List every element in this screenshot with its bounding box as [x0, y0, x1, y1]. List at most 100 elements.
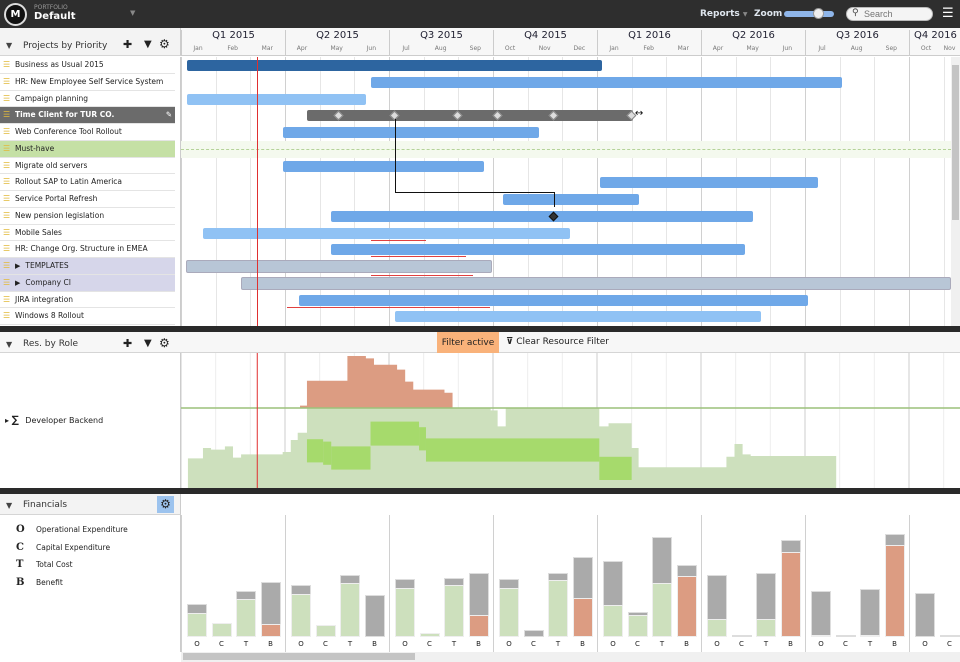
- chevron-down-icon[interactable]: ▼: [130, 9, 136, 17]
- bar-total[interactable]: [364, 595, 385, 637]
- project-row[interactable]: ☰ New pension legislation: [0, 207, 175, 225]
- gantt-bar[interactable]: [394, 311, 762, 323]
- bar-actual[interactable]: [756, 619, 776, 637]
- project-row[interactable]: ☰ ▶ TEMPLATES: [0, 258, 175, 275]
- bar-actual[interactable]: [236, 599, 256, 637]
- project-row[interactable]: ☰ Must-have: [0, 140, 175, 158]
- logo-icon[interactable]: M: [4, 3, 27, 26]
- bar-total[interactable]: [939, 635, 960, 637]
- drag-handle-icon[interactable]: ☰: [3, 244, 11, 254]
- collapse-icon[interactable]: ▼: [6, 41, 13, 50]
- project-row[interactable]: ☰ Migrate old servers: [0, 157, 175, 175]
- project-row[interactable]: ☰ HR: New Employee Self Service System: [0, 73, 175, 91]
- expand-icon[interactable]: ▸: [5, 416, 10, 425]
- drag-handle-icon[interactable]: ☰: [3, 210, 11, 220]
- drag-handle-icon[interactable]: ☰: [3, 110, 11, 120]
- resize-arrow-icon[interactable]: ↔: [634, 108, 644, 120]
- bar-total[interactable]: [860, 589, 880, 637]
- project-row[interactable]: ☰ Windows 8 Rollout: [0, 308, 175, 325]
- gantt-bar[interactable]: [370, 76, 842, 88]
- gantt-bar[interactable]: [282, 160, 484, 172]
- bar-actual[interactable]: [572, 598, 593, 637]
- bar-actual[interactable]: [548, 580, 568, 637]
- drag-handle-icon[interactable]: ☰: [3, 277, 11, 287]
- drag-handle-icon[interactable]: ☰: [3, 194, 11, 203]
- reports-menu[interactable]: Reports ▼: [700, 9, 748, 19]
- gantt-scrollbar[interactable]: [951, 57, 960, 326]
- gantt-bar[interactable]: [186, 60, 602, 71]
- project-row[interactable]: ☰ Rollout SAP to Latin America: [0, 174, 175, 191]
- drag-handle-icon[interactable]: ☰: [3, 311, 11, 321]
- bar-actual[interactable]: [395, 588, 415, 637]
- portfolio-selector[interactable]: Default: [34, 11, 76, 22]
- search-input[interactable]: [846, 7, 933, 21]
- drag-handle-icon[interactable]: ☰: [3, 93, 11, 103]
- gear-icon[interactable]: ⚙: [157, 496, 174, 513]
- gantt-bar[interactable]: [331, 244, 745, 256]
- collapse-icon[interactable]: ▼: [6, 340, 13, 349]
- gantt-bar[interactable]: [306, 110, 633, 122]
- gantt-bar[interactable]: [185, 260, 492, 273]
- bar-actual[interactable]: [260, 624, 281, 637]
- bar-actual[interactable]: [315, 625, 336, 637]
- horizontal-scrollbar[interactable]: [181, 652, 960, 662]
- bar-total[interactable]: [915, 593, 935, 637]
- project-row[interactable]: ☰ HR: Change Org. Structure in EMEA: [0, 241, 175, 258]
- drag-handle-icon[interactable]: ☰: [3, 76, 11, 86]
- panel-splitter[interactable]: [0, 326, 960, 332]
- project-row[interactable]: ☰ Mobile Sales: [0, 224, 175, 242]
- project-row[interactable]: ☰ Service Portal Refresh: [0, 191, 175, 208]
- bar-actual[interactable]: [419, 633, 440, 637]
- project-row[interactable]: ☰ ▶ Company CI: [0, 274, 175, 292]
- drag-handle-icon[interactable]: ☰: [3, 127, 11, 136]
- project-row[interactable]: ☰ Business as Usual 2015: [0, 57, 175, 74]
- gantt-bar[interactable]: [282, 127, 540, 138]
- project-row[interactable]: ☰ Web Conference Tool Rollout: [0, 124, 175, 141]
- bar-actual[interactable]: [187, 613, 207, 637]
- gantt-bar[interactable]: [241, 276, 951, 290]
- bar-actual[interactable]: [884, 545, 905, 637]
- collapse-icon[interactable]: ▼: [6, 501, 13, 510]
- bar-actual[interactable]: [780, 552, 801, 637]
- zoom-slider-handle[interactable]: [813, 8, 824, 19]
- expand-icon[interactable]: ▶: [15, 262, 21, 270]
- drag-handle-icon[interactable]: ☰: [3, 160, 11, 170]
- drag-handle-icon[interactable]: ☰: [3, 294, 11, 304]
- bar-actual[interactable]: [211, 623, 232, 637]
- filter-icon[interactable]: ▼: [144, 39, 152, 50]
- panel-splitter[interactable]: [0, 488, 960, 494]
- project-row[interactable]: ☰ Time Client for TUR CO. ✎: [0, 107, 175, 124]
- bar-actual[interactable]: [860, 635, 880, 637]
- gantt-bar[interactable]: [186, 93, 366, 105]
- bar-actual[interactable]: [811, 635, 831, 637]
- bar-actual[interactable]: [340, 583, 360, 637]
- drag-handle-icon[interactable]: ☰: [3, 227, 11, 237]
- zoom-slider[interactable]: [784, 11, 834, 17]
- bar-actual[interactable]: [499, 588, 519, 637]
- expand-icon[interactable]: ▶: [15, 278, 21, 287]
- bar-total[interactable]: [811, 591, 831, 637]
- drag-handle-icon[interactable]: ☰: [3, 261, 11, 270]
- bar-actual[interactable]: [627, 615, 648, 637]
- gantt-bar[interactable]: [503, 194, 639, 205]
- gear-icon[interactable]: ⚙: [159, 336, 170, 350]
- project-row[interactable]: ☰ Campaign planning: [0, 90, 175, 108]
- project-row[interactable]: ☰ JIRA integration: [0, 291, 175, 309]
- add-icon[interactable]: ✚: [123, 337, 133, 350]
- bar-total[interactable]: [731, 635, 752, 637]
- add-icon[interactable]: ✚: [123, 38, 133, 51]
- bar-actual[interactable]: [468, 615, 489, 637]
- drag-handle-icon[interactable]: ☰: [3, 143, 11, 153]
- bar-total[interactable]: [523, 630, 544, 637]
- gantt-bar[interactable]: [600, 177, 818, 189]
- bar-actual[interactable]: [603, 605, 623, 637]
- clear-resource-filter-button[interactable]: ⊽ Clear Resource Filter: [506, 337, 609, 347]
- bar-actual[interactable]: [707, 619, 727, 637]
- pencil-icon[interactable]: ✎: [165, 110, 172, 120]
- bar-total[interactable]: [835, 635, 856, 637]
- bar-actual[interactable]: [444, 585, 464, 637]
- hamburger-menu-icon[interactable]: ☰: [942, 6, 954, 21]
- resource-row[interactable]: ▸ ∑ Developer Backend: [5, 415, 103, 426]
- gantt-bar[interactable]: [298, 294, 809, 306]
- drag-handle-icon[interactable]: ☰: [3, 60, 11, 69]
